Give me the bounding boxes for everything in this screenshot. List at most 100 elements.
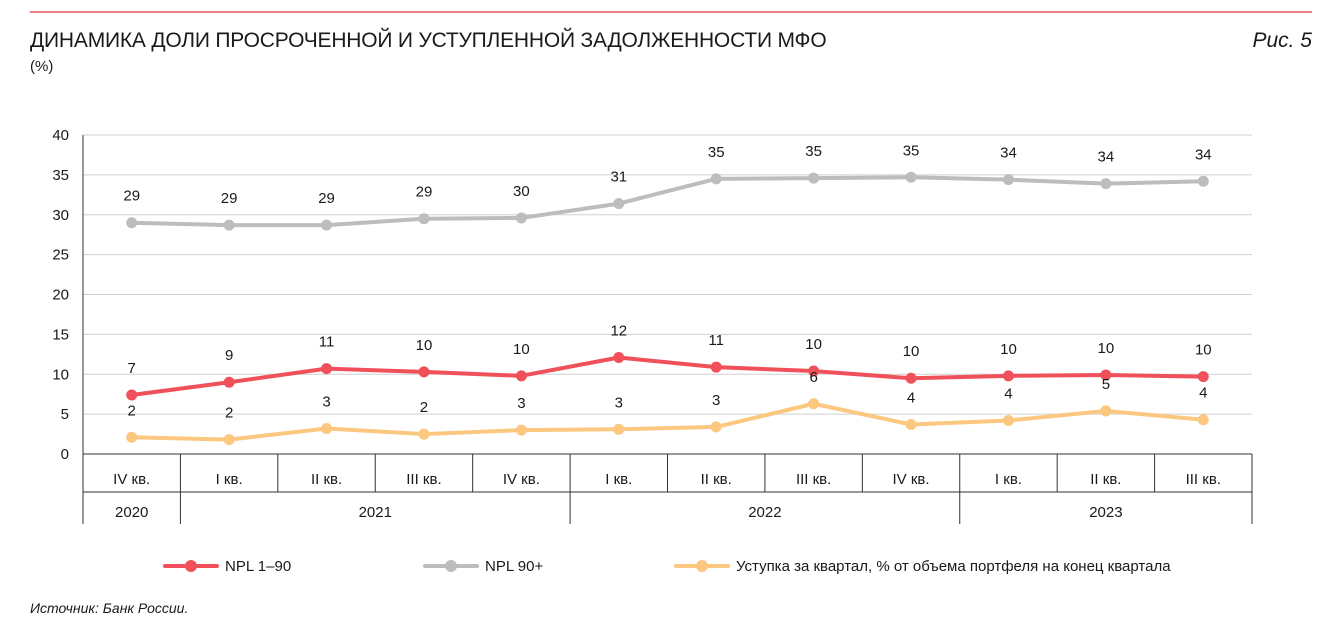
legend-swatch	[423, 559, 479, 573]
npl-1-90-point	[515, 370, 527, 382]
x-tick-label: II кв.	[701, 471, 732, 488]
npl-90-plus-data-label: 35	[903, 142, 920, 159]
assignment-point	[905, 418, 917, 430]
npl-1-90-point	[808, 365, 820, 377]
assignment-point	[710, 421, 722, 433]
npl-90-plus-point	[808, 172, 820, 184]
x-tick-label: IV кв.	[893, 471, 930, 488]
x-tick-label: II кв.	[1090, 471, 1121, 488]
assignment-data-label: 3	[322, 393, 330, 410]
assignment-data-label: 2	[128, 402, 136, 419]
assignment-point	[223, 434, 235, 446]
npl-90-plus-point	[905, 171, 917, 183]
x-tick-label: III кв.	[1186, 471, 1221, 488]
y-tick-label: 40	[52, 127, 69, 144]
assignment-point	[613, 423, 625, 435]
npl-1-90-data-label: 7	[128, 360, 136, 377]
npl-90-plus-data-label: 35	[708, 144, 725, 161]
legend-item-assignment: Уступка за квартал, % от объема портфеля…	[674, 557, 1171, 575]
assignment-point	[808, 398, 820, 410]
npl-90-plus-data-label: 31	[610, 169, 627, 186]
npl-90-plus-data-label: 29	[123, 188, 140, 205]
npl-1-90-data-label: 10	[416, 337, 433, 354]
x-tick-label: IV кв.	[503, 471, 540, 488]
npl-1-90-data-label: 9	[225, 347, 233, 364]
npl-90-plus-line	[129, 175, 1206, 228]
npl-1-90-data-label: 10	[805, 336, 822, 353]
npl-90-plus-point	[126, 217, 138, 229]
assignment-data-label: 4	[907, 389, 915, 406]
top-rule	[30, 11, 1312, 13]
npl-90-plus-point	[613, 198, 625, 210]
npl-1-90-point	[126, 389, 138, 401]
assignment-data-label: 2	[225, 405, 233, 422]
x-tick-label: III кв.	[406, 471, 441, 488]
npl-90-plus-point	[1002, 174, 1014, 186]
x-tick-label: I кв.	[605, 471, 632, 488]
npl-90-plus-data-label: 30	[513, 183, 530, 200]
npl-1-90-point	[1002, 370, 1014, 382]
npl-90-plus-point	[321, 219, 333, 231]
npl-1-90-point	[223, 376, 235, 388]
npl-90-plus-data-label: 34	[1000, 145, 1017, 162]
npl-90-plus-data-label: 29	[318, 190, 335, 207]
assignment-data-label: 6	[809, 369, 817, 386]
npl-1-90-point	[321, 363, 333, 375]
assignment-data-label: 4	[1004, 386, 1012, 403]
npl-90-plus-point	[515, 212, 527, 224]
y-tick-label: 25	[52, 247, 69, 264]
source-note: Источник: Банк России.	[30, 600, 189, 616]
legend-item-npl-90-plus: NPL 90+	[423, 557, 543, 575]
y-tick-label: 0	[61, 446, 69, 463]
npl-1-90-data-label: 10	[1098, 340, 1115, 357]
assignment-line	[129, 401, 1206, 442]
assignment-point	[1197, 414, 1209, 426]
npl-90-plus-data-label: 29	[416, 184, 433, 201]
legend-swatch	[674, 559, 730, 573]
assignment-data-label: 2	[420, 399, 428, 416]
year-label: 2023	[1089, 504, 1122, 521]
npl-1-90-point	[710, 361, 722, 373]
legend-item-npl-1-90: NPL 1–90	[163, 557, 291, 575]
y-tick-label: 35	[52, 167, 69, 184]
assignment-data-label: 5	[1102, 376, 1110, 393]
npl-1-90-data-label: 12	[610, 323, 627, 340]
npl-90-plus-data-label: 34	[1098, 149, 1115, 166]
y-tick-label: 10	[52, 366, 69, 383]
npl-1-90-point	[905, 372, 917, 384]
npl-90-plus-point	[223, 219, 235, 231]
assignment-data-label: 4	[1199, 385, 1207, 402]
y-tick-label: 15	[52, 326, 69, 343]
npl-1-90-data-label: 10	[513, 341, 530, 358]
x-tick-label: I кв.	[995, 471, 1022, 488]
assignment-point	[126, 431, 138, 443]
npl-1-90-line	[129, 355, 1206, 397]
npl-1-90-data-label: 10	[1195, 342, 1212, 359]
y-tick-label: 20	[52, 287, 69, 304]
assignment-point	[515, 424, 527, 436]
assignment-data-label: 3	[712, 392, 720, 409]
year-label: 2021	[359, 504, 392, 521]
chart-title: ДИНАМИКА ДОЛИ ПРОСРОЧЕННОЙ И УСТУПЛЕННОЙ…	[30, 29, 827, 52]
x-tick-label: I кв.	[216, 471, 243, 488]
assignment-data-label: 3	[615, 394, 623, 411]
assignment-data-label: 3	[517, 395, 525, 412]
x-tick-label: IV кв.	[113, 471, 150, 488]
npl-90-plus-point	[710, 173, 722, 185]
assignment-point	[1100, 405, 1112, 417]
x-tick-label: III кв.	[796, 471, 831, 488]
npl-90-plus-point	[418, 213, 430, 225]
assignment-point	[1002, 415, 1014, 427]
y-tick-label: 5	[61, 406, 69, 423]
npl-1-90-data-label: 10	[1000, 341, 1017, 358]
x-tick-label: II кв.	[311, 471, 342, 488]
legend-label: NPL 1–90	[225, 557, 292, 575]
figure-label: Рис. 5	[1252, 29, 1312, 52]
y-tick-label: 30	[52, 207, 69, 224]
year-label: 2020	[115, 504, 148, 521]
npl-1-90-point	[1197, 371, 1209, 383]
legend-swatch	[163, 559, 219, 573]
assignment-point	[418, 428, 430, 440]
npl-1-90-point	[613, 352, 625, 364]
